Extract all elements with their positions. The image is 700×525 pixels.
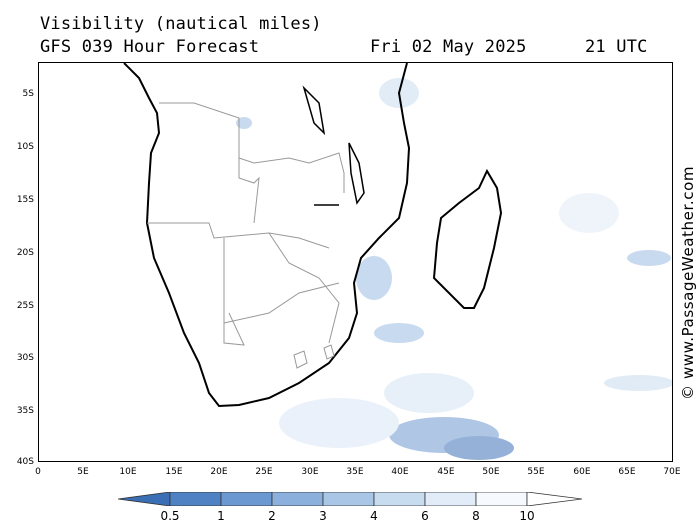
- legend-swatch: [169, 492, 222, 506]
- lat-label: 40S: [16, 457, 34, 467]
- country-borders: [147, 102, 345, 369]
- legend-label: 4: [370, 509, 378, 523]
- legend-label: 6: [421, 509, 429, 523]
- lat-label: 5S: [22, 89, 34, 99]
- legend-label: 3: [319, 509, 327, 523]
- lat-label: 10S: [16, 142, 34, 152]
- lon-label: 50E: [482, 467, 500, 477]
- lat-label: 15S: [16, 195, 34, 205]
- legend-label: 10: [519, 509, 535, 523]
- legend-swatch: [373, 492, 426, 506]
- lon-label: 20E: [210, 467, 228, 477]
- madagascar-coastline: [432, 168, 503, 309]
- great-lakes: [302, 85, 365, 206]
- legend-label: 0.5: [160, 509, 180, 523]
- lat-label: 25S: [16, 301, 34, 311]
- legend-label: 1: [217, 509, 225, 523]
- lon-label: 45E: [437, 467, 455, 477]
- lat-label: 30S: [16, 353, 34, 363]
- lon-label: 70E: [663, 467, 681, 477]
- forecast-date: Fri 02 May 2025: [370, 37, 527, 57]
- lon-label: 15E: [165, 467, 183, 477]
- map-area: [38, 62, 673, 462]
- lon-label: 35E: [346, 467, 364, 477]
- africa-coastline: [123, 63, 411, 408]
- legend-label: 8: [472, 509, 480, 523]
- lon-label: 5E: [77, 467, 89, 477]
- lat-label: 20S: [16, 248, 34, 258]
- lon-label: 65E: [618, 467, 636, 477]
- lon-label: 30E: [301, 467, 319, 477]
- legend-swatch: [424, 492, 477, 506]
- lon-label: 55E: [527, 467, 545, 477]
- legend-swatch: [271, 492, 324, 506]
- lat-label: 35S: [16, 406, 34, 416]
- watermark-text: © www.PassageWeather.com: [679, 165, 697, 400]
- legend-swatch: [322, 492, 375, 506]
- color-legend: [118, 492, 583, 506]
- lon-label: 60E: [573, 467, 591, 477]
- lon-label: 0: [35, 467, 41, 477]
- forecast-time: 21 UTC: [585, 37, 648, 57]
- forecast-label: GFS 039 Hour Forecast: [40, 37, 260, 57]
- map-title: Visibility (nautical miles): [40, 14, 322, 34]
- legend-swatch: [118, 492, 171, 506]
- lon-label: 40E: [391, 467, 409, 477]
- legend-swatch: [220, 492, 273, 506]
- visibility-map: [123, 63, 672, 460]
- lon-label: 25E: [255, 467, 273, 477]
- visibility-shading: [236, 78, 672, 460]
- legend-swatch: [475, 492, 528, 506]
- legend-swatch: [526, 492, 583, 506]
- legend-label: 2: [268, 509, 276, 523]
- lon-label: 10E: [119, 467, 137, 477]
